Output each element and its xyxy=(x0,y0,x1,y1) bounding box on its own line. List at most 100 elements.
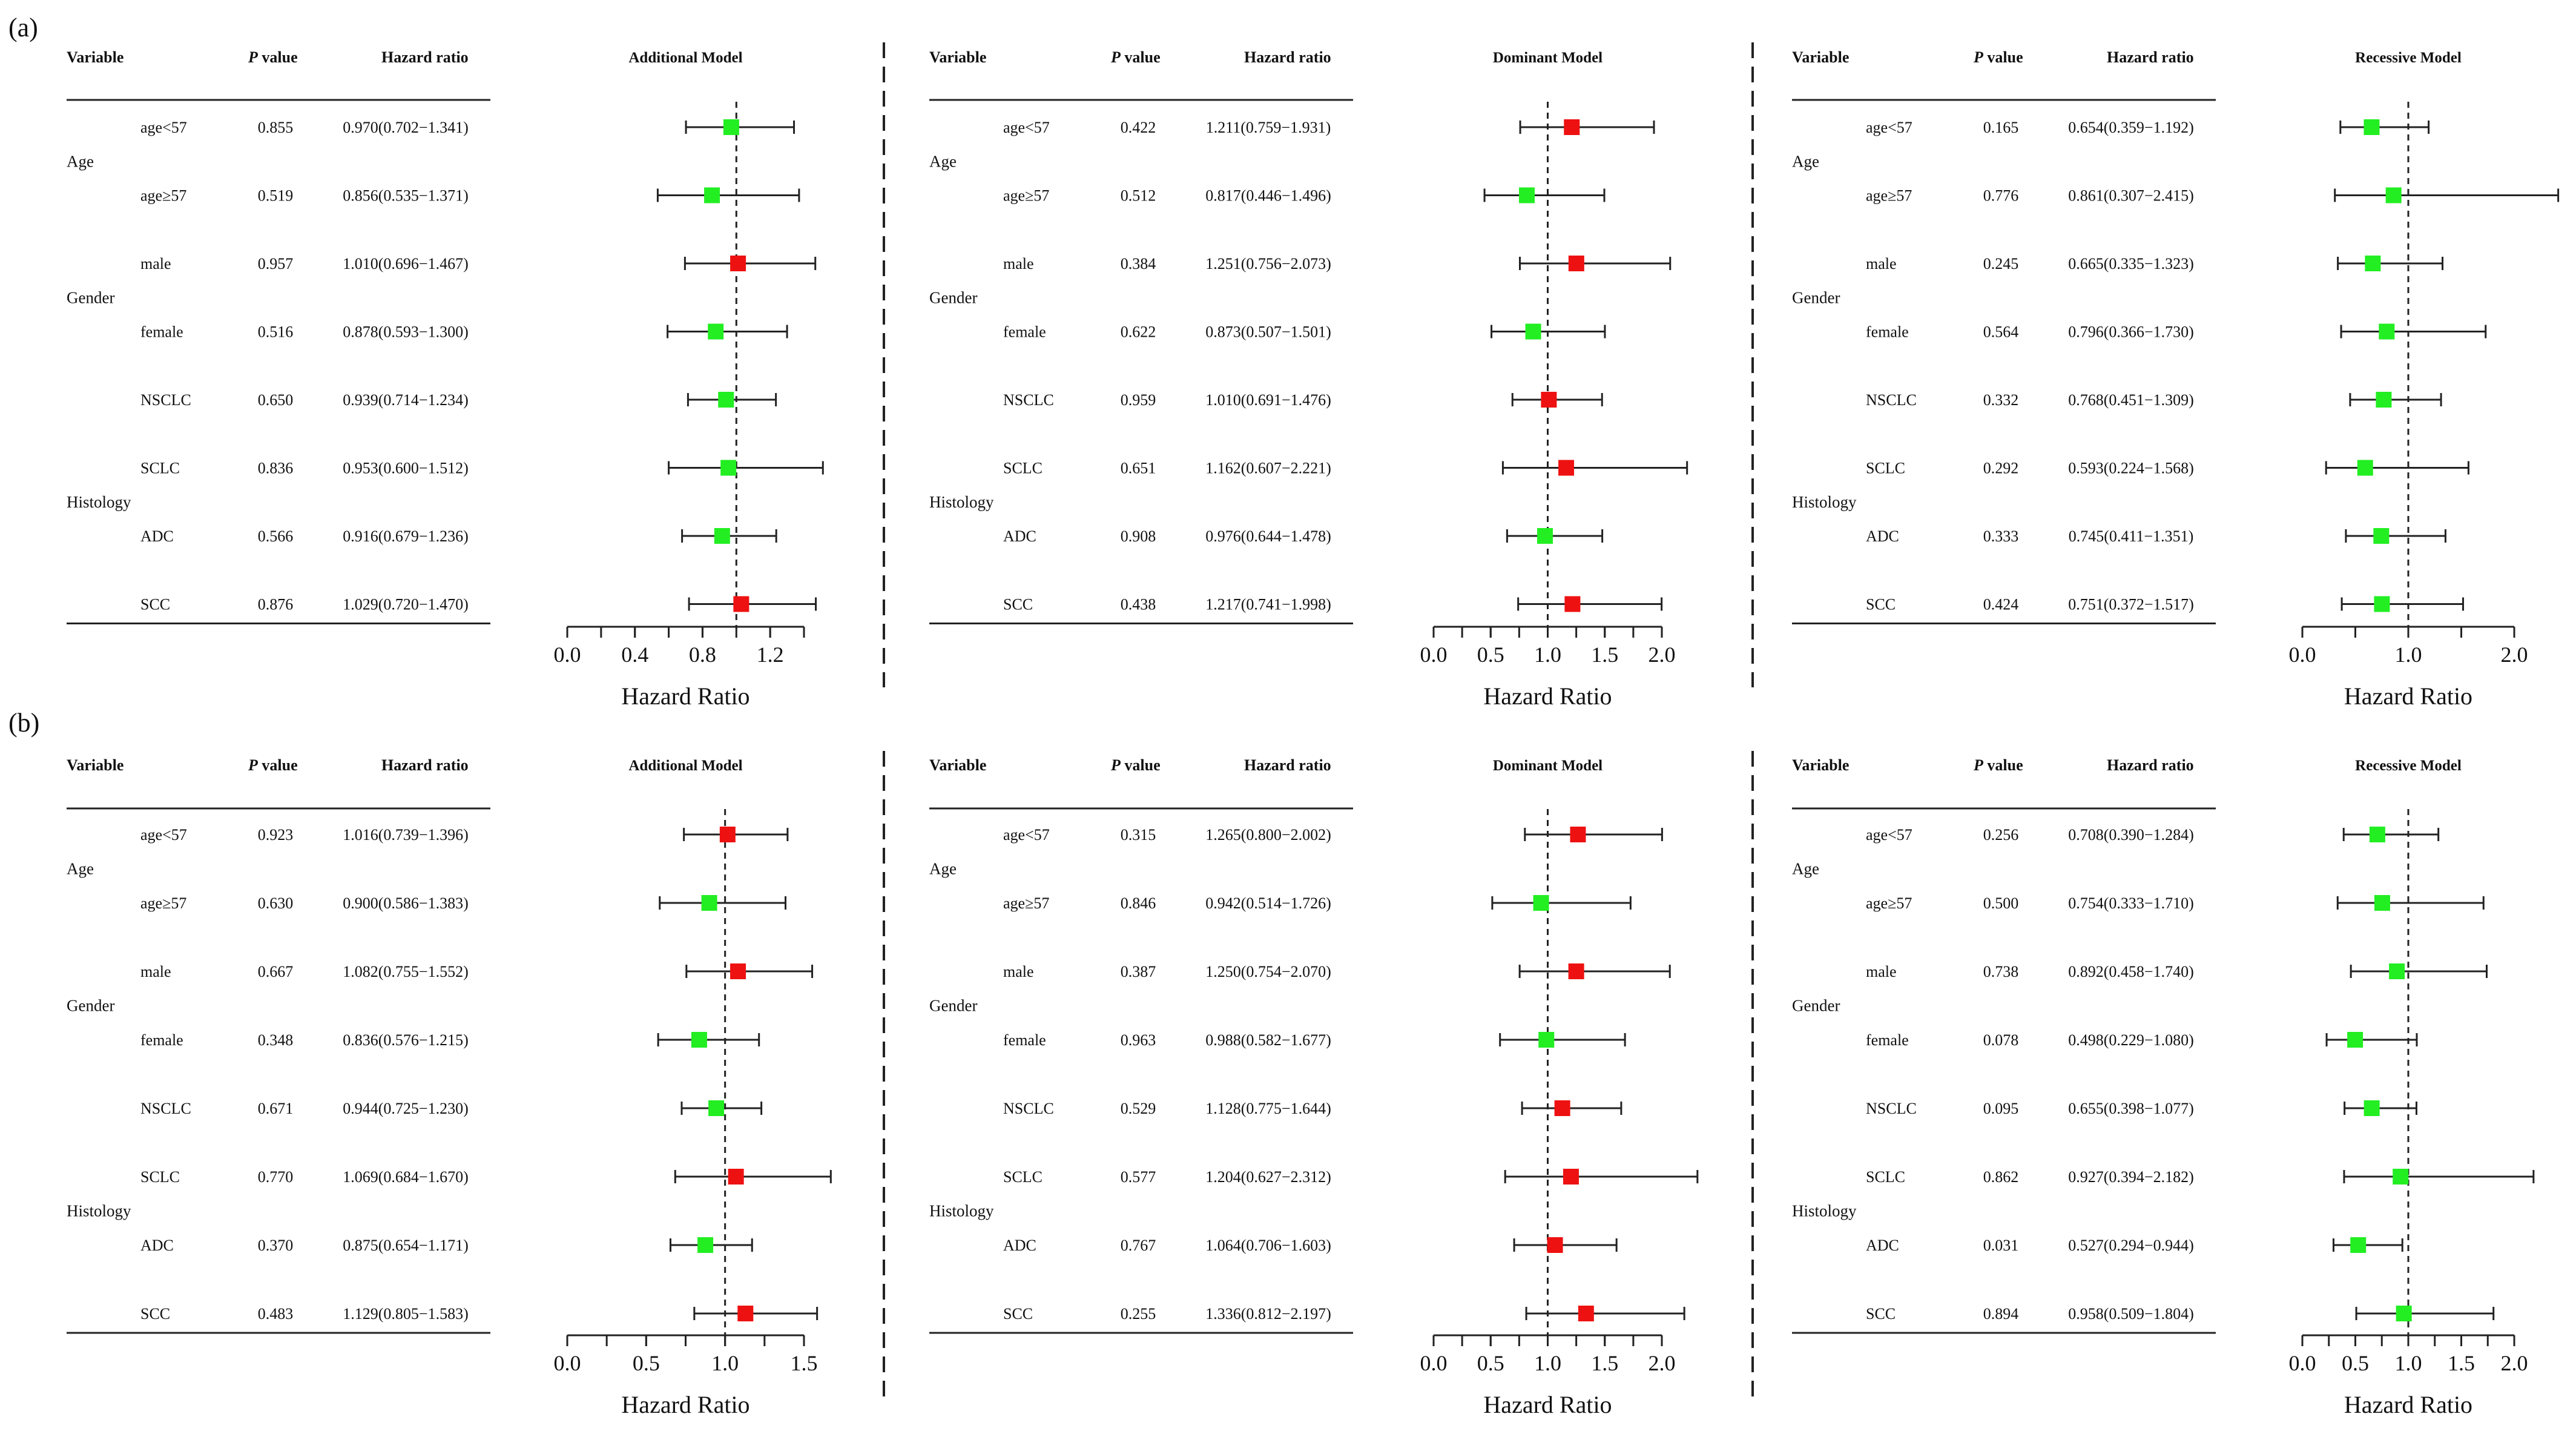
header-variable: Variable xyxy=(929,756,986,774)
row-p-value: 0.422 xyxy=(1121,119,1156,136)
x-tick-label: 1.0 xyxy=(711,1351,739,1375)
x-tick-label: 0.5 xyxy=(633,1351,660,1375)
group-label-gender: Gender xyxy=(1792,997,1840,1015)
x-tick-label: 2.0 xyxy=(1649,643,1676,667)
row-p-value: 0.776 xyxy=(1983,187,2019,205)
row-label: NSCLC xyxy=(1866,1100,1917,1117)
forest-panel-a-additional-model: Variable P value Hazard ratio Additional Mo… xyxy=(67,48,824,710)
row-p-value: 0.957 xyxy=(258,255,294,273)
hr-point-marker xyxy=(730,963,746,979)
row-hazard-ratio: 0.768(0.451−1.309) xyxy=(2068,391,2193,409)
row-p-value: 0.078 xyxy=(1983,1031,2019,1049)
hr-point-marker xyxy=(2396,1306,2412,1321)
row-hazard-ratio: 1.250(0.754−2.070) xyxy=(1205,963,1331,980)
row-hazard-ratio: 0.942(0.514−1.726) xyxy=(1205,894,1331,912)
row-hazard-ratio: 1.265(0.800−2.002) xyxy=(1205,826,1331,844)
row-hazard-ratio: 1.129(0.805−1.583) xyxy=(343,1305,468,1323)
header-p-value: P value xyxy=(1110,48,1161,66)
row-p-value: 0.483 xyxy=(258,1305,294,1323)
row-label: female xyxy=(1866,1031,1909,1049)
hr-point-marker xyxy=(1519,187,1535,203)
row-p-value: 0.923 xyxy=(258,826,294,844)
row-p-value: 0.876 xyxy=(258,596,294,613)
row-label: age<57 xyxy=(1003,119,1050,136)
hr-point-marker xyxy=(2350,1237,2367,1253)
x-tick-label: 2.0 xyxy=(2501,643,2528,667)
x-tick-label: 1.5 xyxy=(791,1351,818,1375)
x-tick-label: 0.0 xyxy=(1420,643,1448,667)
row-hazard-ratio: 1.217(0.741−1.998) xyxy=(1205,596,1331,613)
row-hazard-ratio: 1.204(0.627−2.312) xyxy=(1205,1168,1331,1186)
group-label-histology: Histology xyxy=(929,1202,994,1220)
hr-point-marker xyxy=(1538,1032,1555,1048)
row-hazard-ratio: 1.128(0.775−1.644) xyxy=(1205,1100,1331,1117)
row-label: SCLC xyxy=(1866,1168,1905,1186)
row-label: age≥57 xyxy=(140,187,186,205)
group-label-histology: Histology xyxy=(67,493,131,511)
hr-point-marker xyxy=(708,323,724,340)
x-axis-label: Hazard Ratio xyxy=(2344,1391,2472,1418)
row-label: SCC xyxy=(140,1305,170,1323)
row-label: female xyxy=(1866,323,1909,341)
hr-point-marker xyxy=(730,256,746,271)
x-tick-label: 1.5 xyxy=(2448,1351,2475,1375)
hr-point-marker xyxy=(2373,528,2390,544)
row-hazard-ratio: 0.944(0.725−1.230) xyxy=(343,1100,468,1117)
hr-point-marker xyxy=(701,895,717,911)
row-hazard-ratio: 0.856(0.535−1.371) xyxy=(343,187,468,205)
row-hazard-ratio: 1.336(0.812−2.197) xyxy=(1205,1305,1331,1323)
panel-label-a: (a) xyxy=(8,13,38,42)
hr-point-marker xyxy=(723,119,739,135)
row-label: age<57 xyxy=(140,826,187,844)
group-label-gender: Gender xyxy=(1792,288,1840,306)
x-tick-label: 2.0 xyxy=(1649,1351,1676,1375)
header-hazard-ratio: Hazard ratio xyxy=(2107,48,2194,66)
hr-point-marker xyxy=(2369,827,2385,842)
row-label: SCLC xyxy=(1003,460,1043,477)
x-axis-label: Hazard Ratio xyxy=(1483,1391,1612,1418)
hr-point-marker xyxy=(718,392,734,408)
hr-point-marker xyxy=(1554,1100,1570,1116)
row-label: SCC xyxy=(140,596,170,613)
row-hazard-ratio: 1.016(0.739−1.396) xyxy=(343,826,468,844)
row-label: SCC xyxy=(1003,1305,1033,1323)
row-p-value: 0.370 xyxy=(258,1237,294,1254)
group-label-gender: Gender xyxy=(67,288,114,306)
hr-point-marker xyxy=(2364,119,2380,135)
x-axis-label: Hazard Ratio xyxy=(1483,682,1612,710)
row-hazard-ratio: 1.010(0.691−1.476) xyxy=(1205,391,1331,409)
x-tick-label: 0.0 xyxy=(1420,1351,1448,1375)
hr-point-marker xyxy=(2393,1169,2409,1185)
hr-point-marker xyxy=(1541,392,1557,408)
row-p-value: 0.767 xyxy=(1121,1237,1156,1254)
row-label: NSCLC xyxy=(1003,391,1054,409)
row-hazard-ratio: 0.976(0.644−1.478) xyxy=(1205,527,1331,545)
row-label: age≥57 xyxy=(1866,894,1912,912)
x-tick-label: 0.5 xyxy=(2342,1351,2369,1375)
header-p-value: P value xyxy=(1110,756,1161,774)
x-axis-label: Hazard Ratio xyxy=(2344,682,2472,710)
header-variable: Variable xyxy=(1792,48,1849,66)
row-p-value: 0.564 xyxy=(1983,323,2019,341)
x-tick-label: 2.0 xyxy=(2501,1351,2528,1375)
x-tick-label: 0.8 xyxy=(689,643,716,667)
row-p-value: 0.862 xyxy=(1983,1168,2019,1186)
row-label: ADC xyxy=(1866,527,1899,545)
group-label-age: Age xyxy=(929,152,957,170)
hr-point-marker xyxy=(719,827,736,842)
row-label: SCLC xyxy=(1003,1168,1043,1186)
forest-panel-a-recessive-model: Variable P value Hazard ratio Recessive Mod… xyxy=(1792,48,2560,710)
row-label: ADC xyxy=(1003,1237,1036,1254)
row-hazard-ratio: 0.527(0.294−0.944) xyxy=(2068,1237,2193,1254)
row-label: female xyxy=(140,1031,183,1049)
forest-panel-b-dominant-model: Variable P value Hazard ratio Dominant Mode… xyxy=(929,756,1699,1418)
group-label-histology: Histology xyxy=(929,493,994,511)
row-label: age<57 xyxy=(140,119,187,136)
group-label-gender: Gender xyxy=(929,997,977,1015)
x-tick-label: 1.5 xyxy=(1591,1351,1618,1375)
row-p-value: 0.650 xyxy=(258,391,294,409)
row-p-value: 0.738 xyxy=(1983,963,2019,980)
hr-point-marker xyxy=(2385,187,2402,203)
hr-point-marker xyxy=(2347,1032,2364,1048)
hr-point-marker xyxy=(691,1032,707,1048)
